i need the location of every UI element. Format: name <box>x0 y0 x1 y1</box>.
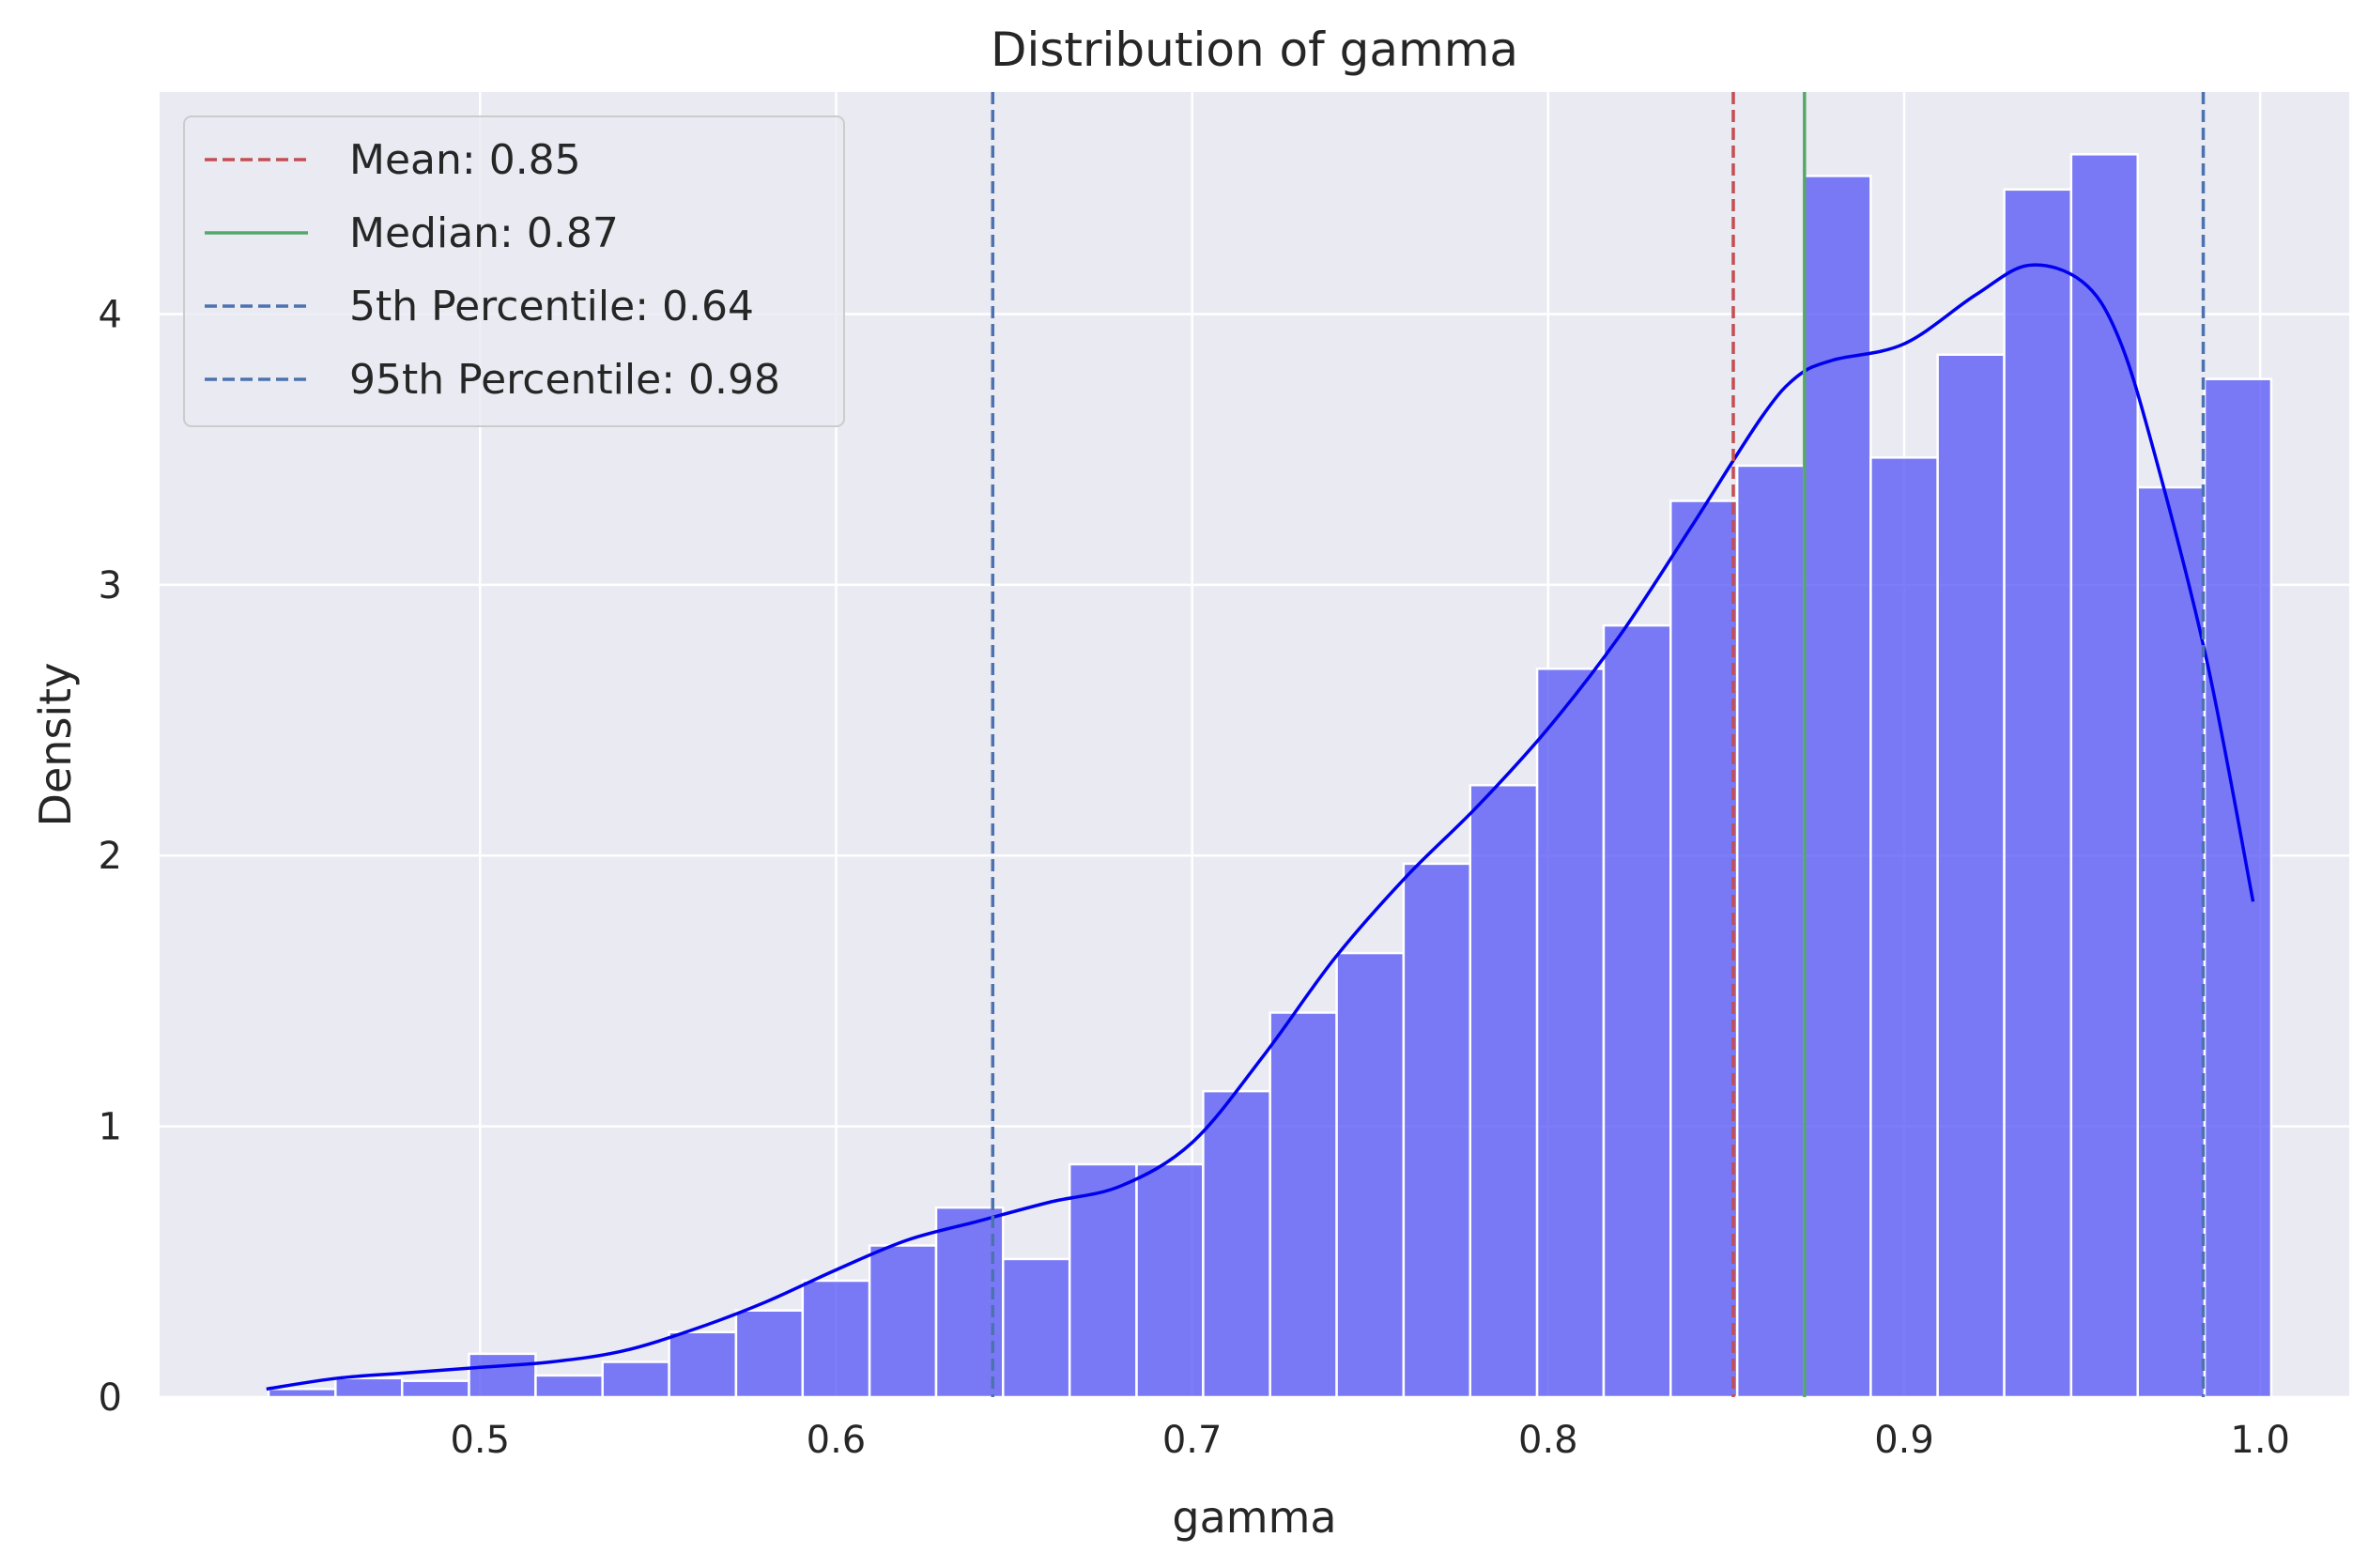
histogram-bar <box>400 1379 470 1399</box>
histogram-bar <box>468 1352 537 1399</box>
kde-curve <box>266 263 2255 1391</box>
x-tick-label: 1.0 <box>2230 1419 2290 1462</box>
x-tick-labels: 0.5 0.6 0.7 0.8 0.9 1.0 <box>450 1419 2290 1462</box>
histogram-bar <box>734 1309 805 1399</box>
histogram-bar <box>1335 951 1406 1399</box>
legend-label: 95th Percentile: 0.98 <box>349 356 780 404</box>
histogram-bar <box>1269 1011 1338 1399</box>
y-tick-label: 3 <box>99 564 122 607</box>
histogram-bar <box>601 1360 670 1399</box>
kde-line <box>266 263 2255 1391</box>
y-tick-label: 0 <box>99 1376 122 1420</box>
histogram-bars <box>267 153 2273 1399</box>
x-tick-label: 0.9 <box>1874 1419 1934 1462</box>
histogram-bar <box>2069 153 2140 1399</box>
y-tick-label: 4 <box>99 293 122 336</box>
x-tick-label: 0.8 <box>1518 1419 1578 1462</box>
x-tick-label: 0.6 <box>807 1419 867 1462</box>
histogram-bar <box>1135 1162 1205 1399</box>
histogram-bar <box>801 1279 871 1399</box>
y-tick-label: 1 <box>99 1106 122 1149</box>
histogram-bar <box>334 1376 404 1399</box>
histogram-bar <box>1869 456 1939 1399</box>
reference-lines <box>991 92 2206 1397</box>
legend-label: Median: 0.87 <box>349 209 619 257</box>
histogram-bar <box>1535 668 1606 1399</box>
y-tick-labels: 0 1 2 3 4 <box>99 293 122 1420</box>
histogram-bar <box>267 1388 337 1399</box>
histogram-bar <box>1402 862 1472 1399</box>
histogram-bar <box>1202 1089 1271 1399</box>
y-tick-label: 2 <box>99 835 122 878</box>
legend-label: Mean: 0.85 <box>349 136 581 184</box>
y-axis-label: Density <box>30 663 81 827</box>
histogram-bar <box>1002 1257 1071 1399</box>
histogram-bar <box>1602 623 1672 1399</box>
histogram-bar <box>1936 353 2006 1399</box>
histogram-bar <box>1669 500 1739 1399</box>
legend: Mean: 0.85 Median: 0.87 5th Percentile: 0.… <box>183 115 845 427</box>
legend-box <box>183 115 845 427</box>
x-tick-label: 0.5 <box>450 1419 510 1462</box>
histogram-bar <box>868 1244 938 1399</box>
histogram-bar <box>1735 464 1806 1399</box>
histogram-bar <box>2136 485 2207 1399</box>
histogram-bar <box>2203 377 2273 1399</box>
histogram-bar <box>2003 188 2073 1399</box>
histogram-bar <box>668 1330 738 1399</box>
histogram-bar <box>1468 784 1539 1399</box>
chart-title: Distribution of gamma <box>991 23 1518 77</box>
x-axis-label: gamma <box>1172 1492 1336 1543</box>
legend-label: 5th Percentile: 0.64 <box>349 283 754 331</box>
x-tick-label: 0.7 <box>1162 1419 1222 1462</box>
histogram-bar <box>1068 1162 1138 1399</box>
histogram-bar <box>534 1374 604 1399</box>
